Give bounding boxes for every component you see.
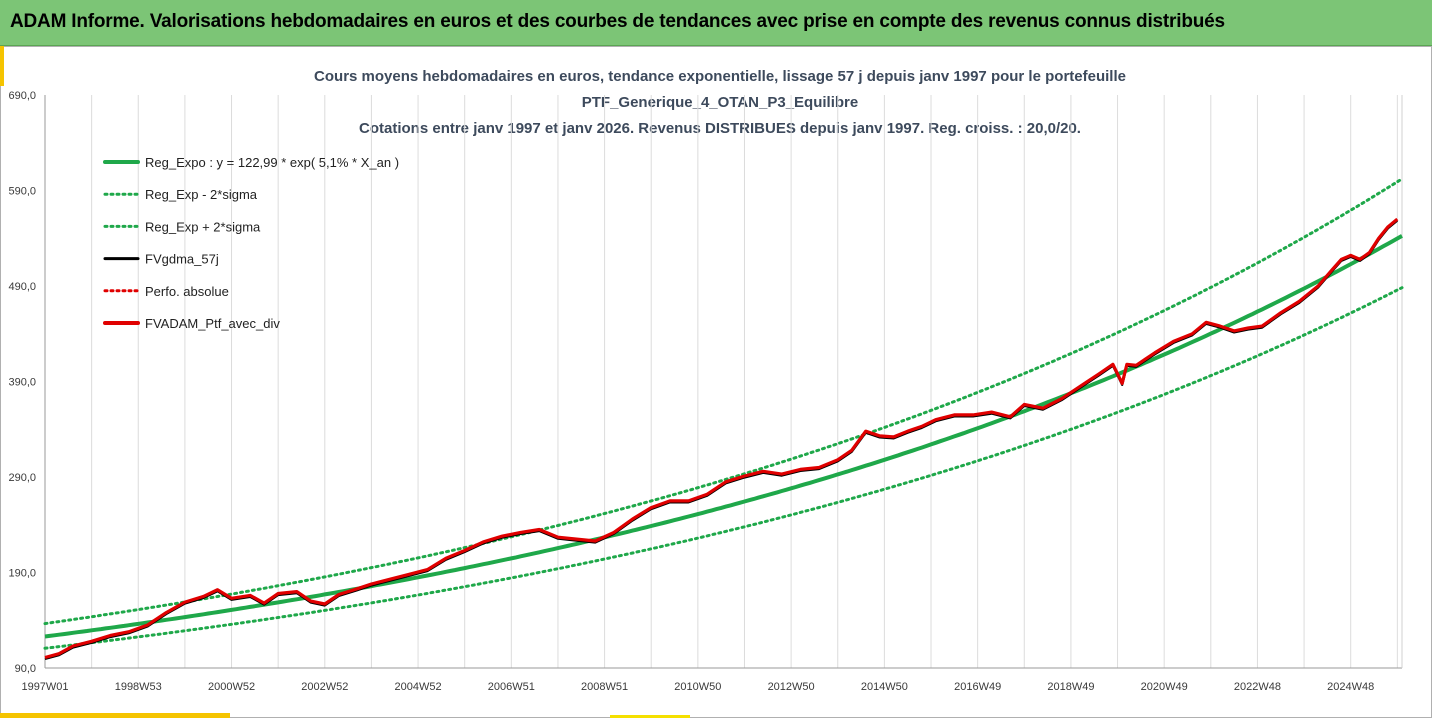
series-fvgdma-57j	[44, 219, 1399, 661]
x-tick-label: 2014W50	[861, 681, 908, 693]
x-tick-label: 2000W52	[208, 681, 255, 693]
series-reg-expo	[44, 234, 1403, 639]
report-title: ADAM Informe. Valorisations hebdomadaire…	[10, 11, 1225, 32]
y-tick-label: 90,0	[15, 663, 36, 675]
grid	[91, 95, 1398, 668]
chart-title: Cours moyens hebdomadaires en euros, ten…	[314, 68, 1126, 137]
y-tick-label: 390,0	[8, 377, 36, 389]
series-lines	[43, 177, 1404, 661]
x-tick-label: 1998W53	[115, 681, 162, 693]
x-tick-label: 2008W51	[581, 681, 628, 693]
chart-title-line-2: PTF_Generique_4_OTAN_P3_Equilibre	[582, 94, 858, 111]
y-tick-label: 690,0	[8, 90, 36, 102]
x-tick-label: 2006W51	[488, 681, 535, 693]
legend: Reg_Expo : y = 122,99 * exp( 5,1% * X_an…	[103, 155, 399, 331]
axes: 90,0 190,0 290,0 390,0 490,0 590,0 690,0 1997W0…	[8, 90, 1403, 693]
y-tick-label: 490,0	[8, 281, 36, 293]
accent-bar-bottom-2	[610, 715, 690, 718]
legend-label: Reg_Exp + 2*sigma	[145, 219, 261, 234]
chart-title-line-3: Cotations entre janv 1997 et janv 2026. …	[359, 120, 1081, 137]
x-tick-label: 2004W52	[395, 681, 442, 693]
x-tick-label: 2002W52	[301, 681, 348, 693]
report-banner: ADAM Informe. Valorisations hebdomadaire…	[0, 0, 1432, 46]
legend-label: Perfo. absolue	[145, 284, 229, 299]
x-tick-label: 2010W50	[674, 681, 721, 693]
x-tick-label: 2022W48	[1234, 681, 1281, 693]
accent-bar-bottom	[0, 713, 230, 718]
legend-label: Reg_Exp - 2*sigma	[145, 187, 258, 202]
legend-label: FVgdma_57j	[145, 252, 219, 267]
series-reg-exp-plus-2sigma	[43, 177, 1404, 626]
y-tick-label: 190,0	[8, 568, 36, 580]
x-tick-label: 1997W01	[21, 681, 68, 693]
x-tick-label: 2016W49	[954, 681, 1001, 693]
y-tick-label: 290,0	[8, 472, 36, 484]
x-tick-label: 2020W49	[1141, 681, 1188, 693]
legend-label: Reg_Expo : y = 122,99 * exp( 5,1% * X_an…	[145, 155, 399, 170]
x-tick-label: 2024W48	[1327, 681, 1374, 693]
legend-label: FVADAM_Ptf_avec_div	[145, 316, 280, 331]
x-tick-label: 2012W50	[768, 681, 815, 693]
series-reg-exp-minus-2sigma	[43, 286, 1404, 650]
x-tick-label: 2018W49	[1047, 681, 1094, 693]
y-tick-label: 590,0	[8, 186, 36, 198]
chart-title-line-1: Cours moyens hebdomadaires en euros, ten…	[314, 68, 1126, 85]
series-fvadam-ptf-avec-div	[44, 217, 1399, 660]
accent-bar-left	[0, 46, 4, 86]
